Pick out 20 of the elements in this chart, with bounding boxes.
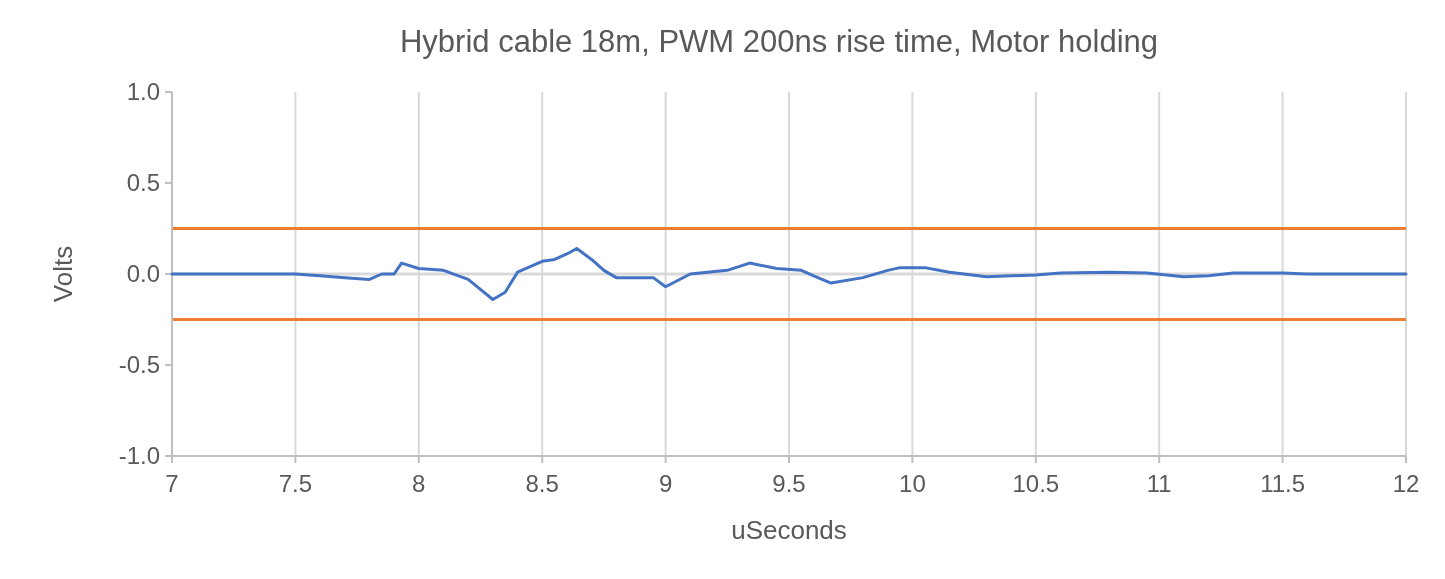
y-axis-title: Volts: [48, 245, 78, 303]
x-tick-label: 7: [165, 470, 179, 497]
x-tick-label: 11.5: [1260, 470, 1306, 497]
x-tick-label: 11: [1146, 470, 1172, 497]
y-tick-label: 1.0: [126, 78, 160, 106]
y-tick-label: 0.5: [126, 169, 160, 197]
y-tick-label: -1.0: [118, 442, 160, 470]
chart-title: Hybrid cable 18m, PWM 200ns rise time, Motor holding: [399, 24, 1159, 59]
x-axis-title: uSeconds: [731, 515, 847, 545]
y-tick-label: 0.0: [126, 260, 160, 288]
x-tick-label: 9.5: [772, 470, 806, 497]
y-tick-label: -0.5: [118, 351, 160, 379]
x-tick-label: 10: [899, 470, 926, 497]
line-series: [170, 247, 1408, 301]
x-tick-label: 10.5: [1012, 470, 1060, 497]
x-tick-label: 8: [412, 470, 426, 497]
x-tick-label: 12: [1392, 470, 1420, 497]
x-tick-label: 9: [658, 470, 673, 497]
x-tick-label: 8.5: [525, 470, 559, 497]
x-tick-label: 7.5: [278, 470, 313, 497]
